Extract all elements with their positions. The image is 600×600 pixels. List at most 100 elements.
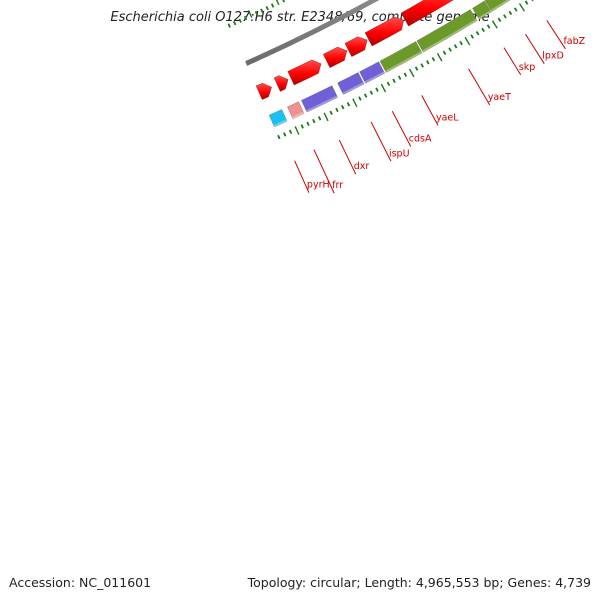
cog-highlight <box>490 0 511 12</box>
outer-tick <box>403 72 408 77</box>
outer-tick <box>524 0 529 5</box>
outer-tick <box>386 81 391 86</box>
outer-tick <box>335 107 339 113</box>
gene-label: cdsA <box>409 134 432 145</box>
outer-tick <box>503 14 507 19</box>
outer-tick <box>346 102 351 107</box>
outer-tick <box>317 116 322 121</box>
outer-tick <box>283 132 287 137</box>
scale-tick <box>247 10 253 18</box>
cog-highlight <box>422 18 478 53</box>
outer-tick <box>306 121 310 126</box>
outer-tick <box>414 66 419 71</box>
gene-label: yaeT <box>488 92 511 103</box>
outer-tick <box>323 112 329 122</box>
outer-tick <box>491 20 498 29</box>
cog-feature-block <box>484 0 511 12</box>
cog-feature-block <box>379 41 423 73</box>
genome-summary: Topology: circular; Length: 4,965,553 bp… <box>247 575 591 590</box>
outer-tick <box>375 87 379 92</box>
cds-arrow <box>344 36 368 57</box>
outer-tick <box>312 118 316 124</box>
cog-highlight <box>273 119 288 128</box>
gene-label: skp <box>519 62 535 73</box>
gene-leader-line <box>421 95 439 126</box>
outer-tick <box>436 53 443 62</box>
outer-tick <box>470 34 474 39</box>
outer-tick <box>329 110 333 115</box>
scale-tick <box>282 0 286 3</box>
cog-feature-block <box>472 0 492 20</box>
gene-label: yaeL <box>436 112 459 123</box>
accession-label: Accession: NC_011601 <box>9 575 152 590</box>
outer-tick <box>448 47 452 52</box>
cds-arrow <box>287 59 322 86</box>
gene-leader-line <box>370 121 392 162</box>
outer-tick <box>369 90 374 95</box>
outer-tick <box>397 75 402 80</box>
scale-tick <box>260 8 264 13</box>
gene-label: pyrH <box>307 180 330 191</box>
outer-tick <box>277 134 281 140</box>
cog-highlight <box>478 10 492 20</box>
outer-tick <box>481 27 485 33</box>
gene-label: ispU <box>389 148 410 159</box>
scale-tick <box>254 11 259 16</box>
gene-label: dxr <box>354 161 370 172</box>
outer-tick <box>497 17 502 22</box>
outer-tick <box>431 56 436 62</box>
cds-arrow <box>323 46 348 68</box>
cog-highlight <box>342 82 365 95</box>
outer-tick <box>380 83 387 93</box>
outer-tick <box>341 104 345 110</box>
gene-leader-line <box>313 149 335 194</box>
outer-tick <box>352 98 358 108</box>
cds-arrow <box>255 82 272 100</box>
scale-tick <box>270 3 275 8</box>
cds-arrow <box>400 0 454 27</box>
cog-feature-block <box>416 9 478 53</box>
cog-highlight <box>291 111 305 119</box>
gene-label: frr <box>332 180 343 191</box>
label-layer: 203 kbp204 kbp205 kbp206 kbp207 kbp208 k… <box>225 0 586 194</box>
scale-tick <box>238 18 242 23</box>
scale-label: 203 kbp <box>225 0 260 1</box>
scale-tick <box>265 5 269 11</box>
outer-tick <box>453 44 458 49</box>
gene-label: fabZ <box>563 36 585 47</box>
scale-tick <box>243 16 248 21</box>
outer-tick <box>420 63 424 68</box>
outer-tick <box>531 0 534 2</box>
outer-tick <box>363 93 368 98</box>
outer-tick <box>518 3 525 12</box>
outer-tick <box>442 50 447 55</box>
gene-leader-line <box>338 139 357 175</box>
outer-tick <box>408 68 415 78</box>
outer-tick <box>475 31 480 36</box>
outer-tick <box>426 60 430 65</box>
outer-tick <box>513 7 518 12</box>
scale-tick <box>233 20 237 26</box>
cog-highlight <box>306 95 338 113</box>
gene-leader-line <box>391 110 412 147</box>
outer-tick <box>464 36 471 46</box>
gene-label: lpxD <box>542 51 564 62</box>
cog-highlight <box>364 71 385 84</box>
gene-leader-line <box>468 68 491 106</box>
outer-tick <box>294 126 300 135</box>
cog-feature-block <box>268 109 288 128</box>
gene-leader-line <box>525 33 545 64</box>
genome-backbone <box>245 0 380 66</box>
cds-arrow <box>364 16 404 47</box>
outer-tick <box>459 40 463 46</box>
scale-tick <box>227 23 231 28</box>
outer-tick <box>392 78 396 83</box>
gene-leader-line <box>294 160 310 193</box>
feature-layer <box>255 0 511 128</box>
backbone-layer <box>245 0 380 66</box>
gene-leader-line <box>503 47 522 76</box>
cds-arrow <box>273 75 289 92</box>
cog-feature-block <box>287 101 305 119</box>
outer-tick <box>508 10 513 16</box>
